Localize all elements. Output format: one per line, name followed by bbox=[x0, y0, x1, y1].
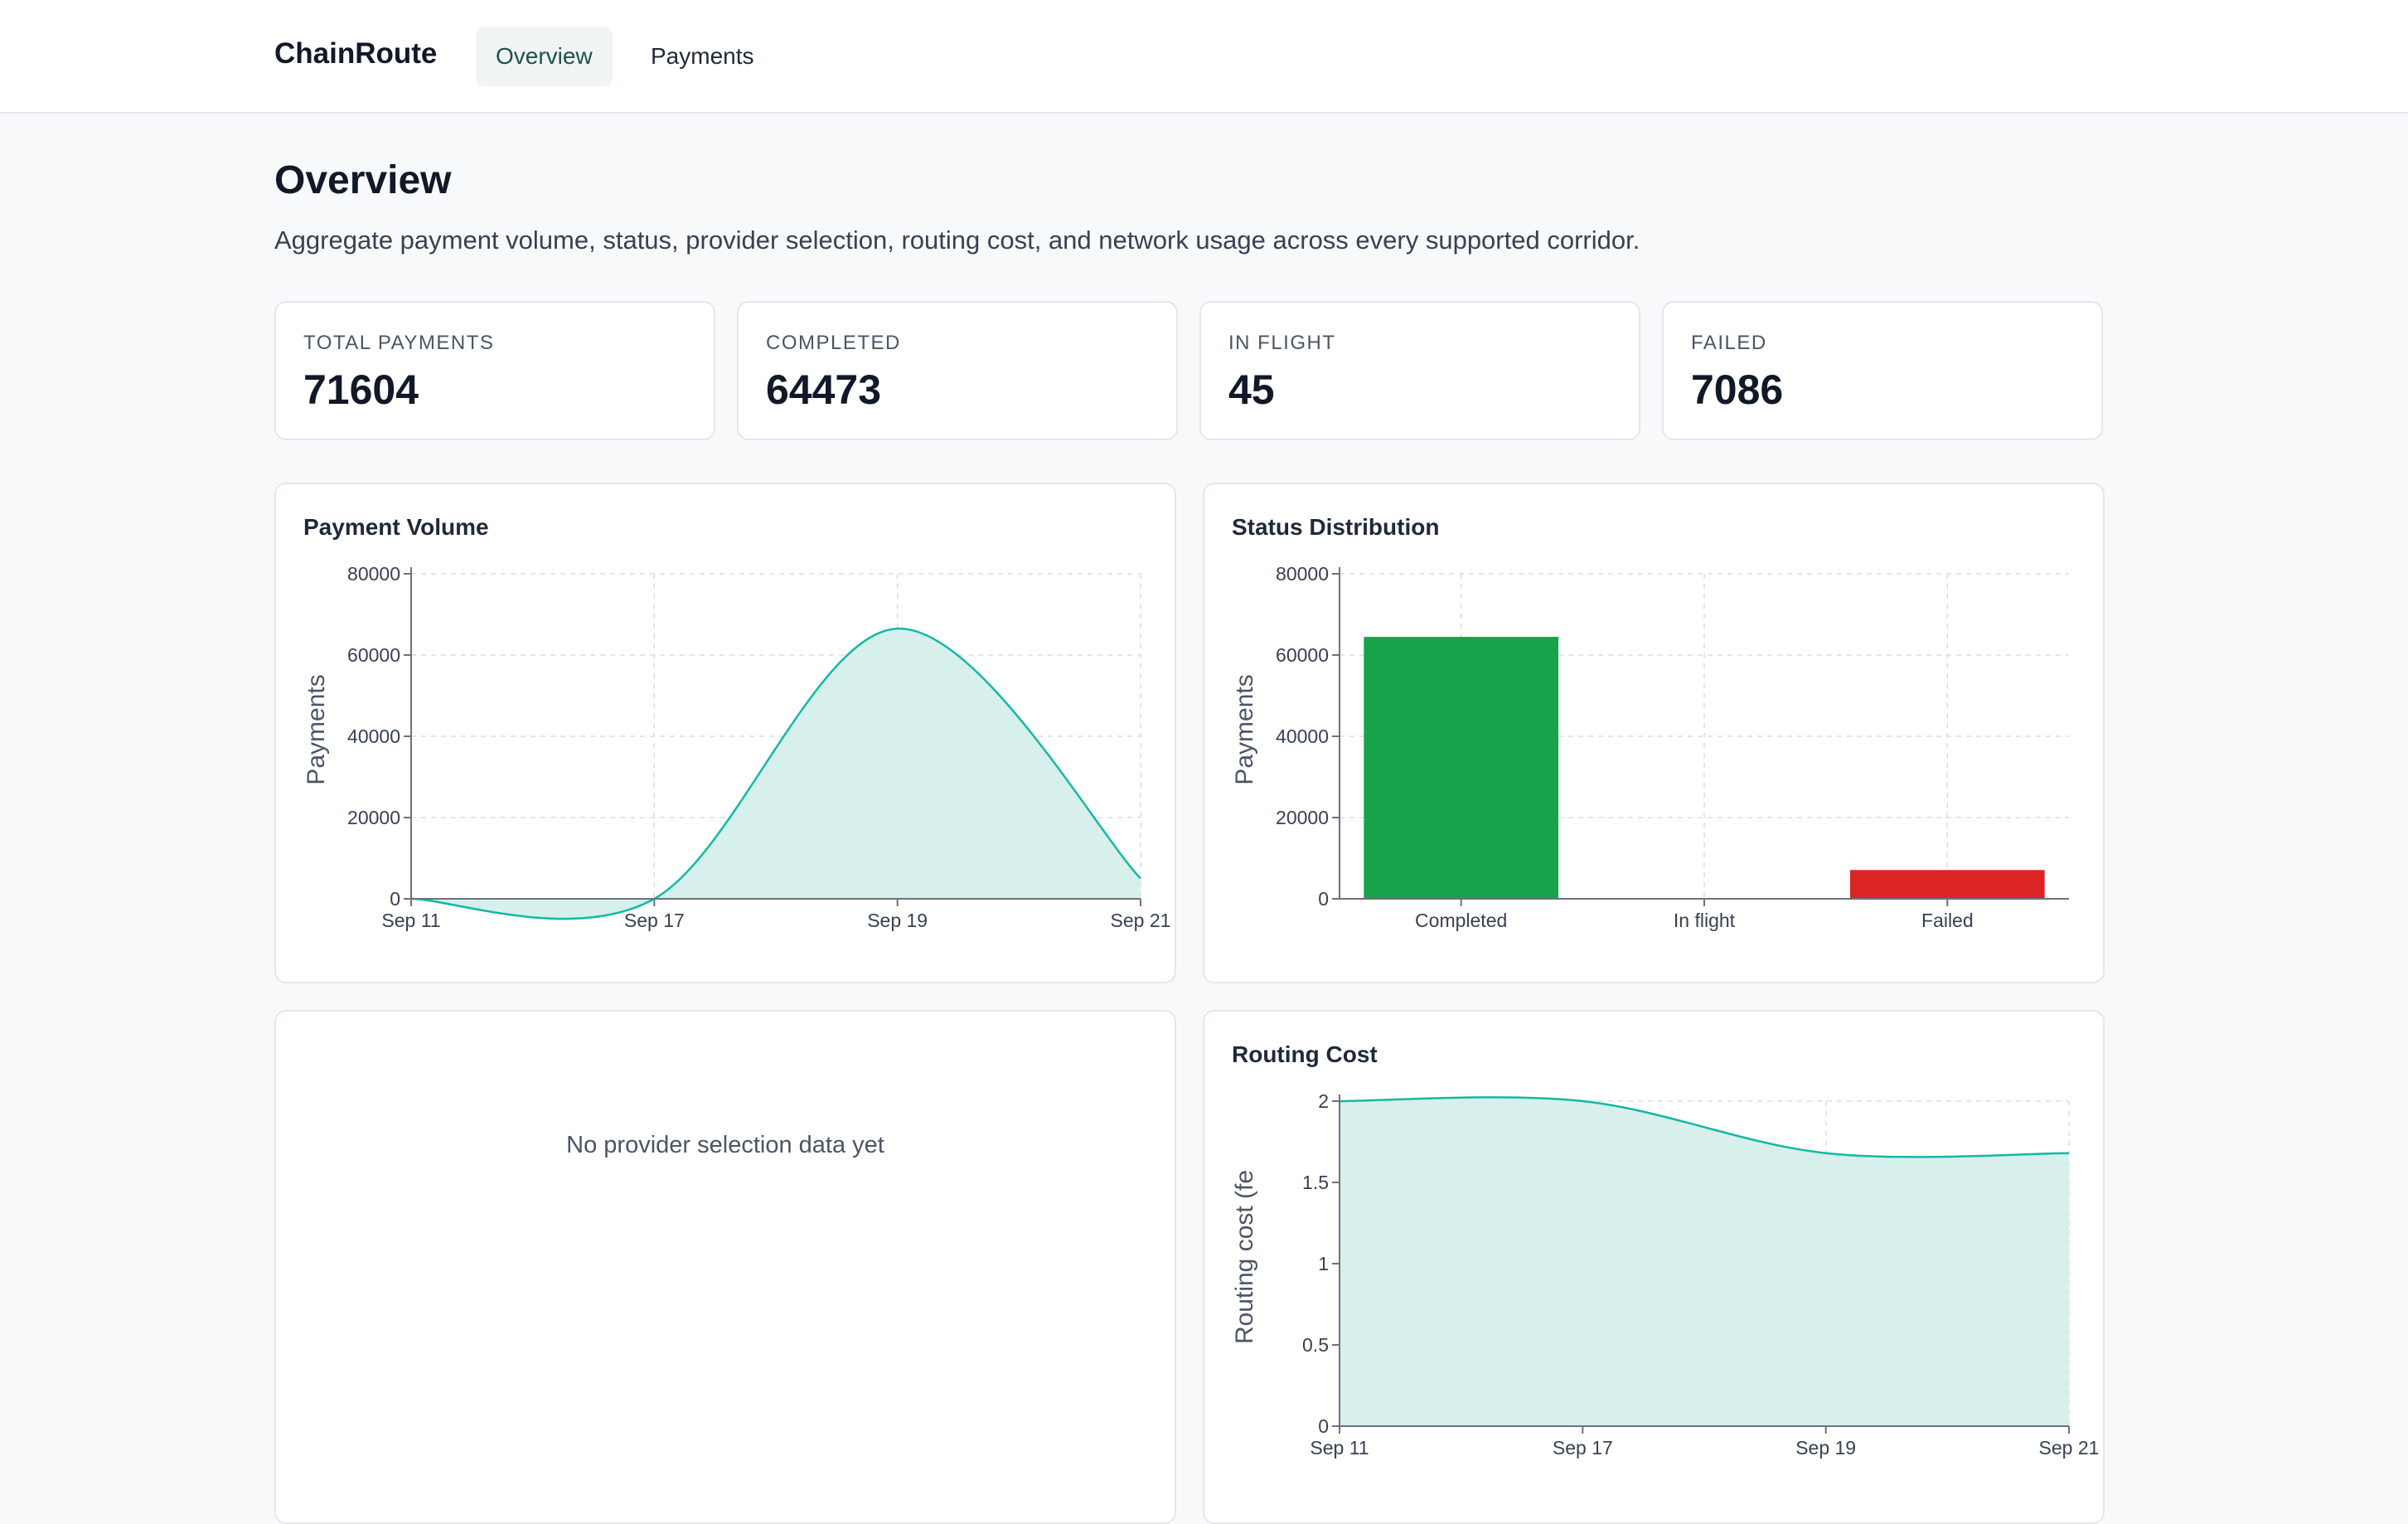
stat-label: FAILED bbox=[1691, 332, 1767, 355]
bar-completed bbox=[1364, 637, 1558, 899]
routing-cost-chart: 0 0.5 1 1.5 2 Routing cost (fe Sep 11 Sep 17 Sep… bbox=[1204, 1012, 2105, 1524]
stat-label: IN FLIGHT bbox=[1228, 332, 1336, 355]
empty-state-message: No provider selection data yet bbox=[276, 1132, 1175, 1159]
x-tick-label: Failed bbox=[1921, 910, 1974, 931]
x-tick-label: Sep 17 bbox=[624, 910, 685, 931]
y-tick-label: 20000 bbox=[1276, 807, 1329, 828]
y-tick-label: 40000 bbox=[347, 726, 400, 747]
y-tick-label: 80000 bbox=[1276, 563, 1329, 585]
y-tick-label: 0.5 bbox=[1302, 1334, 1329, 1356]
provider-selection-panel: No provider selection data yet bbox=[274, 1010, 1176, 1524]
x-tick-label: Sep 19 bbox=[1795, 1437, 1856, 1458]
y-tick-label: 2 bbox=[1318, 1090, 1329, 1112]
y-axis-label: Payments bbox=[1231, 674, 1258, 784]
payment-volume-chart: 0 20000 40000 60000 80000 Payments Sep 11 Sep 1… bbox=[276, 484, 1176, 983]
stat-value: 7086 bbox=[1691, 366, 1783, 414]
top-navigation-bar: ChainRoute Overview Payments bbox=[0, 0, 2408, 114]
stat-label: TOTAL PAYMENTS bbox=[303, 332, 494, 355]
y-tick-label: 20000 bbox=[347, 807, 400, 828]
x-tick-label: Sep 11 bbox=[381, 910, 440, 931]
tab-payments[interactable]: Payments bbox=[631, 27, 774, 86]
y-axis-label: Routing cost (fe bbox=[1231, 1170, 1258, 1344]
x-tick-label: In flight bbox=[1674, 910, 1736, 931]
area-fill bbox=[411, 629, 1141, 919]
stat-card-completed: COMPLETED 64473 bbox=[737, 301, 1178, 440]
area-fill bbox=[1340, 1097, 2069, 1426]
status-distribution-chart: 0 20000 40000 60000 80000 Payments Completed In… bbox=[1204, 484, 2105, 983]
x-tick-label: Completed bbox=[1415, 910, 1507, 931]
y-axis-label: Payments bbox=[303, 674, 330, 784]
page-subtitle: Aggregate payment volume, status, provid… bbox=[274, 226, 1640, 255]
y-tick-label: 80000 bbox=[347, 563, 400, 585]
stat-label: COMPLETED bbox=[766, 332, 901, 355]
y-tick-label: 1 bbox=[1318, 1253, 1329, 1274]
y-tick-label: 40000 bbox=[1276, 726, 1329, 747]
stat-card-in-flight: IN FLIGHT 45 bbox=[1199, 301, 1640, 440]
x-tick-label: Sep 17 bbox=[1553, 1437, 1613, 1458]
stat-value: 64473 bbox=[766, 366, 881, 414]
y-tick-label: 0 bbox=[390, 888, 400, 910]
stat-value: 71604 bbox=[303, 366, 419, 414]
stat-card-total-payments: TOTAL PAYMENTS 71604 bbox=[274, 301, 715, 440]
x-tick-label: Sep 11 bbox=[1310, 1437, 1369, 1458]
tab-overview[interactable]: Overview bbox=[476, 27, 613, 86]
stat-value: 45 bbox=[1228, 366, 1275, 414]
bar-failed bbox=[1850, 870, 2045, 899]
stat-card-failed: FAILED 7086 bbox=[1662, 301, 2103, 440]
y-tick-label: 60000 bbox=[1276, 644, 1329, 666]
y-tick-label: 60000 bbox=[347, 644, 400, 666]
brand-logo[interactable]: ChainRoute bbox=[274, 37, 437, 70]
x-tick-label: Sep 21 bbox=[1111, 910, 1171, 931]
page-title: Overview bbox=[274, 158, 451, 203]
y-tick-label: 0 bbox=[1318, 888, 1329, 910]
x-tick-label: Sep 19 bbox=[867, 910, 928, 931]
x-tick-label: Sep 21 bbox=[2039, 1437, 2100, 1458]
y-tick-label: 0 bbox=[1318, 1415, 1329, 1437]
y-tick-label: 1.5 bbox=[1302, 1172, 1329, 1193]
